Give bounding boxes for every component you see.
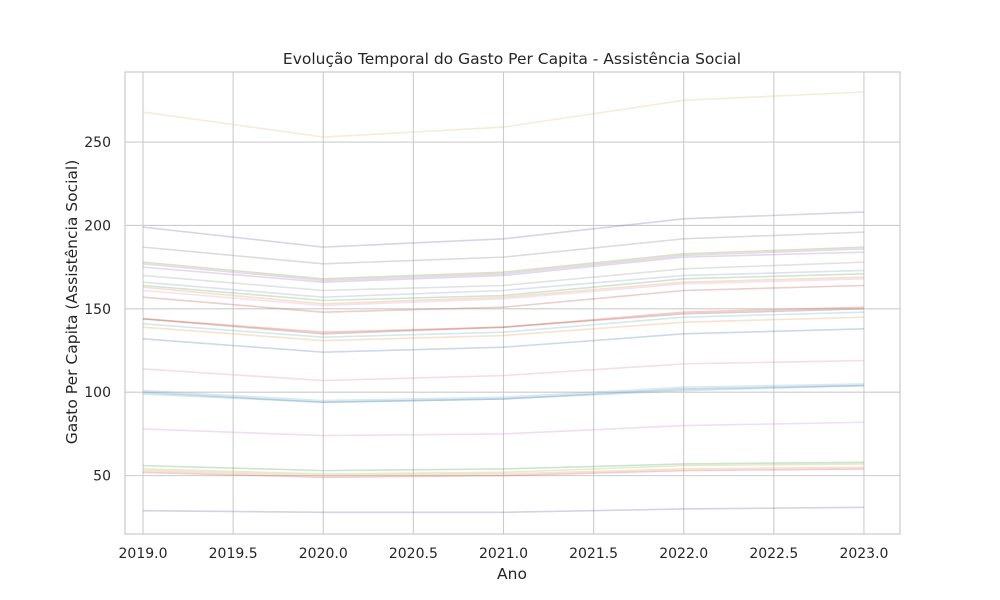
series-line-18 xyxy=(142,359,864,382)
x-tick-label: 2023.0 xyxy=(839,546,888,562)
series-line-7 xyxy=(142,261,864,292)
y-tick-label: 100 xyxy=(84,385,111,401)
series-line-5 xyxy=(142,247,864,282)
x-tick-label: 2022.0 xyxy=(659,546,708,562)
chart-title: Evolução Temporal do Gasto Per Capita - … xyxy=(283,50,741,68)
series-line-14 xyxy=(142,306,864,333)
y-tick-label: 50 xyxy=(93,469,111,485)
series-line-13 xyxy=(142,308,864,335)
series-line-23 xyxy=(142,461,864,472)
x-tick-label: 2019.5 xyxy=(209,546,258,562)
series-line-19 xyxy=(142,384,864,404)
grid-lines xyxy=(125,72,900,534)
series-line-4 xyxy=(142,246,864,280)
x-tick-label: 2020.5 xyxy=(389,546,438,562)
x-axis-title: Ano xyxy=(497,565,527,583)
series-line-26 xyxy=(142,468,864,479)
series-line-27 xyxy=(143,506,864,514)
series-line-22 xyxy=(142,421,864,437)
series-line-2 xyxy=(142,211,864,248)
series-line-17 xyxy=(142,328,864,354)
x-tick-label: 2022.5 xyxy=(749,546,798,562)
plot-frame xyxy=(124,71,901,535)
y-tick-label: 150 xyxy=(84,302,111,318)
x-tick-label: 2020.0 xyxy=(299,546,348,562)
y-tick-label: 200 xyxy=(84,218,111,234)
series-lines xyxy=(142,91,864,514)
x-tick-label: 2021.0 xyxy=(479,546,528,562)
x-tick-label: 2019.0 xyxy=(119,546,168,562)
series-line-1 xyxy=(142,91,864,138)
series-line-9 xyxy=(142,273,864,302)
x-tick-label: 2021.5 xyxy=(569,546,618,562)
series-line-25 xyxy=(142,466,864,477)
y-tick-label: 250 xyxy=(84,135,111,151)
series-line-8 xyxy=(142,269,864,298)
series-line-3 xyxy=(142,231,864,265)
series-line-10 xyxy=(142,276,864,305)
y-axis-title: Gasto Per Capita (Assistência Social) xyxy=(63,160,81,445)
series-line-11 xyxy=(142,278,864,307)
series-line-20 xyxy=(142,383,864,402)
tick-labels: 2019.0 2019.5 2020.0 2020.5 2021.0 2021.5 2022… xyxy=(84,135,888,562)
series-line-16 xyxy=(142,316,864,342)
series-line-12 xyxy=(142,284,864,313)
series-line-6 xyxy=(142,251,864,283)
series-line-15 xyxy=(142,311,864,338)
series-line-24 xyxy=(142,463,864,475)
series-line-21 xyxy=(142,384,864,404)
